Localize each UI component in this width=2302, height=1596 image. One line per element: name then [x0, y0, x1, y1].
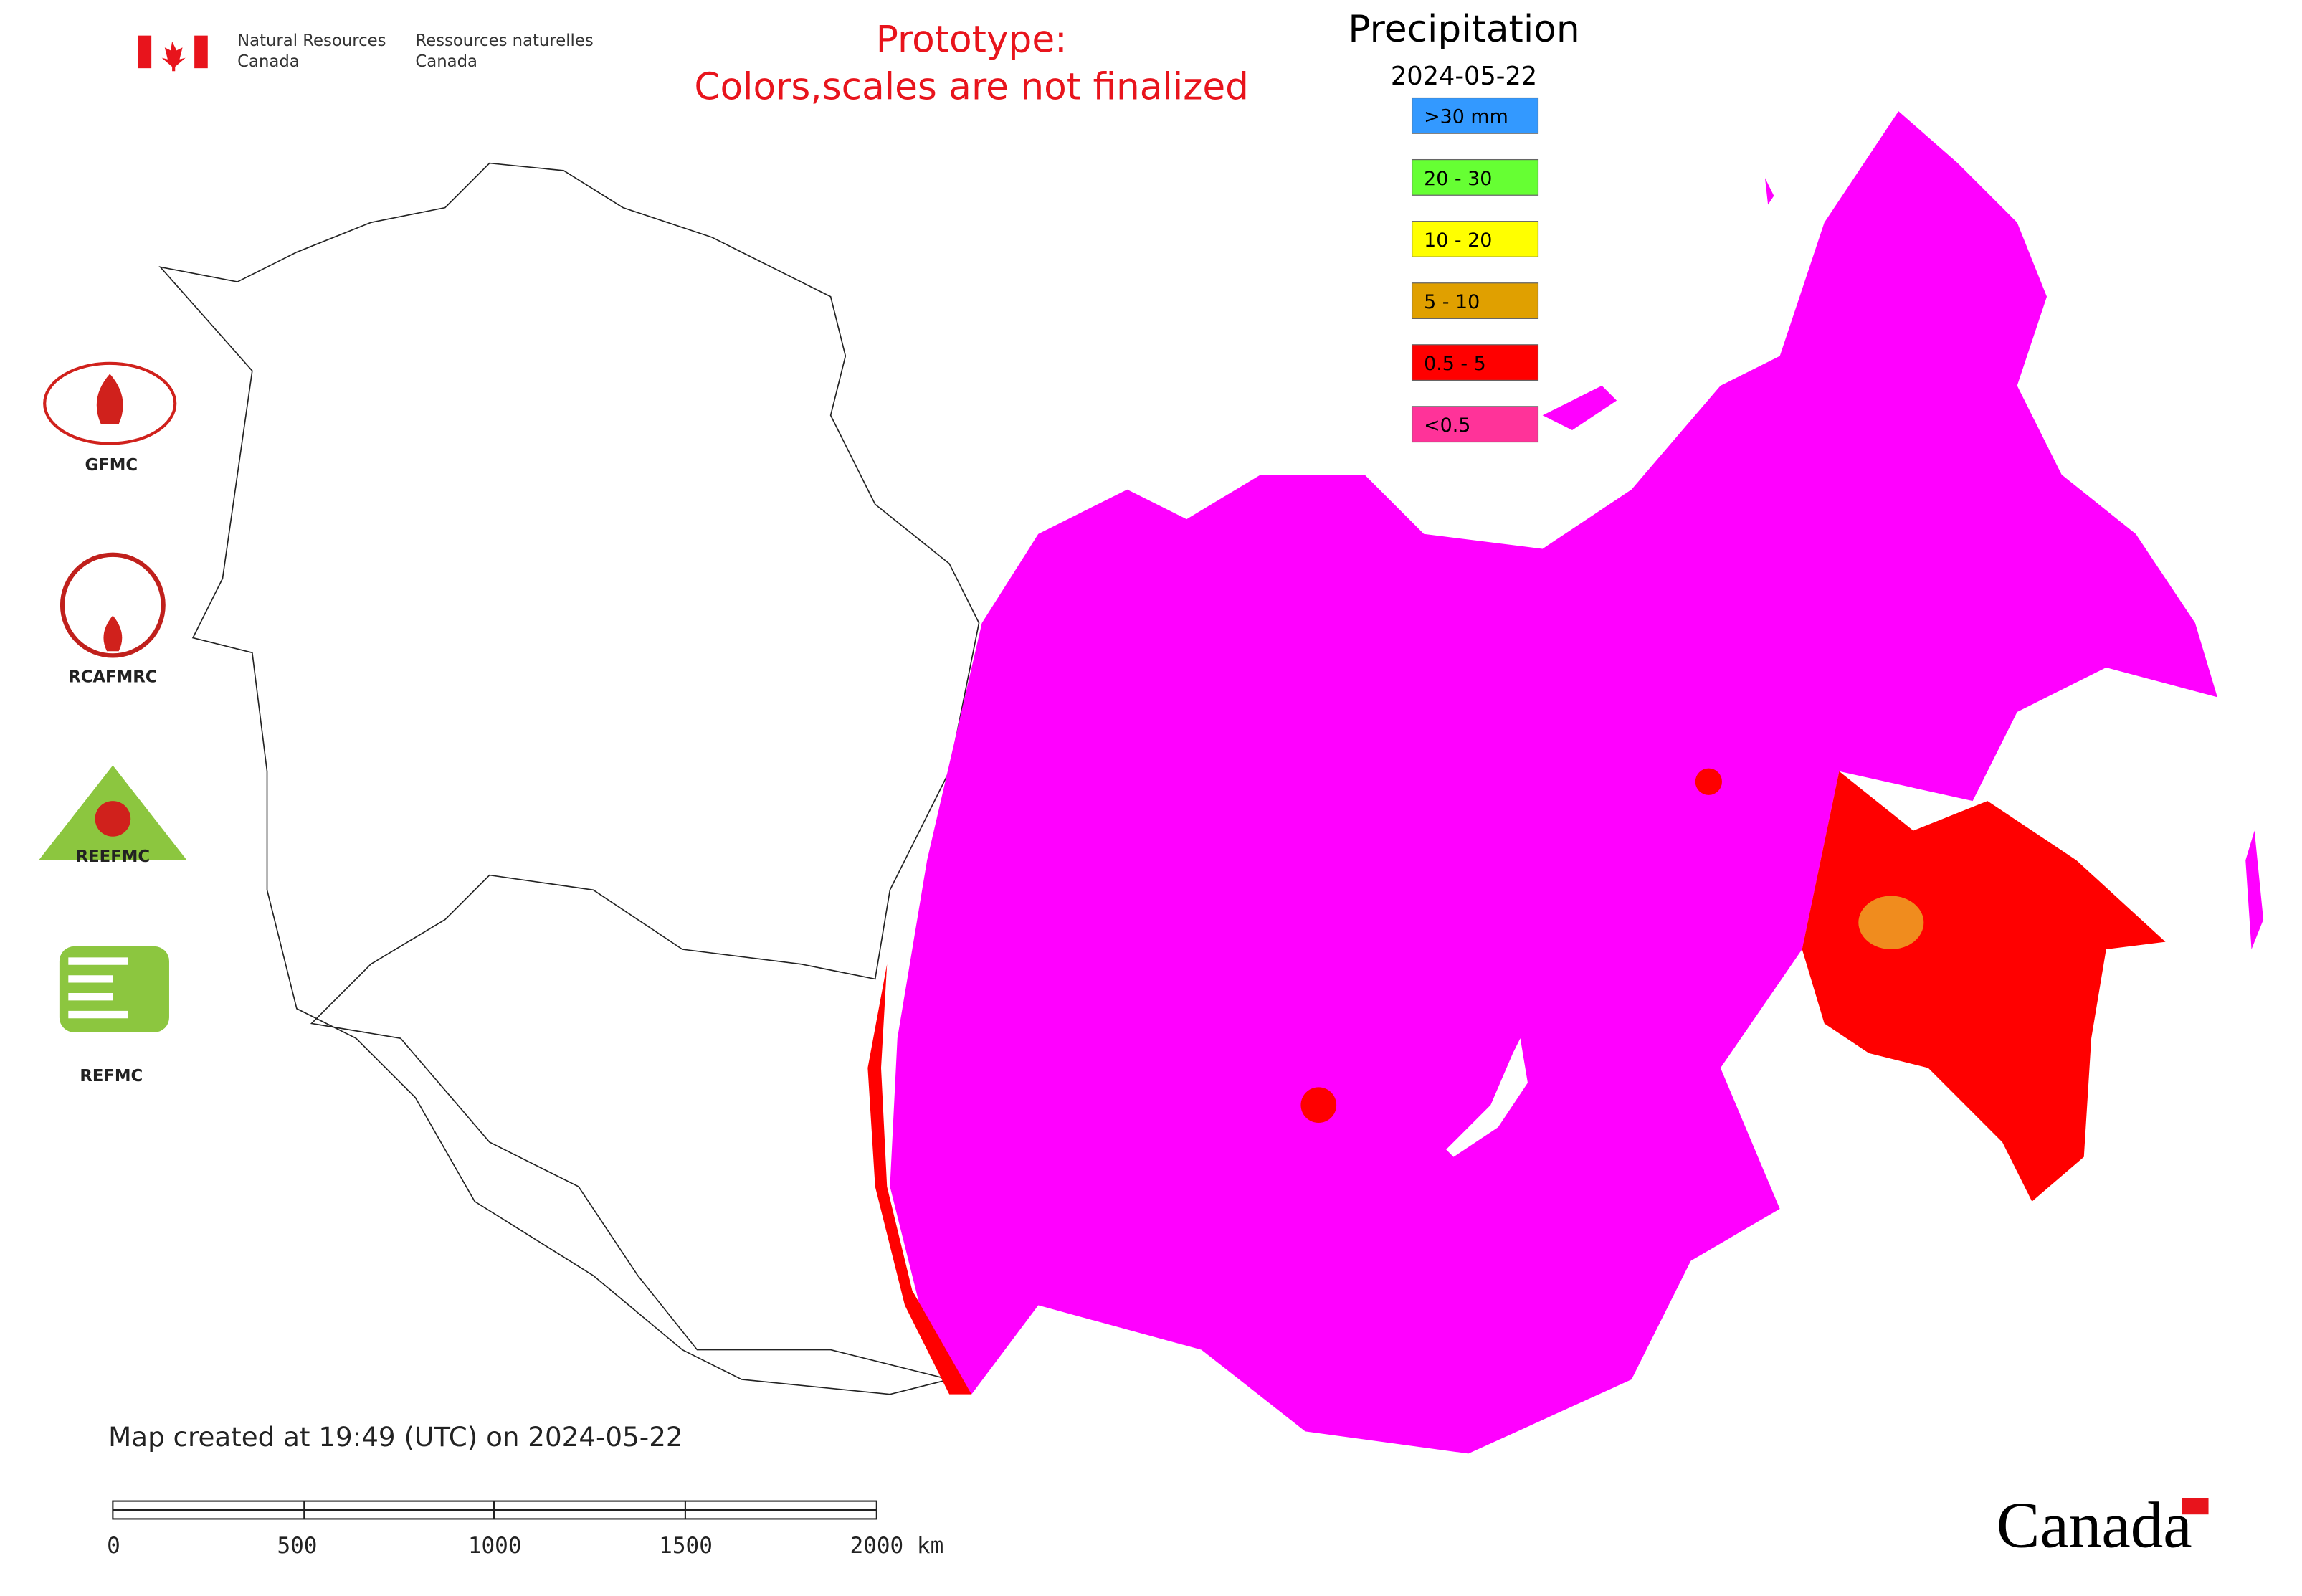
- notice: Prototype:: [876, 18, 1067, 61]
- reefmc-logo: [38, 765, 187, 860]
- org-label: GFMC: [85, 456, 138, 475]
- created-note: Map created at 19:49 (UTC) on 2024-05-22: [108, 1421, 682, 1453]
- legend-swatch: [1411, 221, 1539, 257]
- scale-label: 500: [277, 1533, 317, 1559]
- rcafmrc-logo: [60, 552, 166, 658]
- map: [158, 111, 2264, 1454]
- gfmc-logo: [43, 361, 177, 445]
- agency-en: Natural Resources: [237, 32, 386, 50]
- legend-label: 0.5 - 5: [1424, 353, 1486, 375]
- canada-flag: [138, 35, 208, 72]
- notice: Colors,scales are not finalized: [694, 66, 1249, 109]
- legend: >30 mm 20 - 30 10 - 20 5 - 10 0.5 - 5 <0.5: [1411, 97, 1539, 443]
- precip-0-5-5: [1802, 771, 2166, 1202]
- precip-0-5-5: [1695, 768, 1722, 795]
- legend-label: 20 - 30: [1424, 168, 1492, 190]
- legend-swatch: [1411, 97, 1539, 134]
- legend-swatch: [1411, 406, 1539, 443]
- precip-0-5-5: [1300, 1087, 1337, 1124]
- org-label: REEFMC: [76, 847, 150, 866]
- scale-label: 0: [107, 1533, 120, 1559]
- legend-swatch: [1411, 282, 1539, 319]
- wordmark-flag: [2182, 1498, 2209, 1515]
- scale-label: 1000: [468, 1533, 522, 1559]
- legend-date: 2024-05-22: [1391, 62, 1537, 91]
- scale-label: 1500: [659, 1533, 713, 1559]
- legend-label: 10 - 20: [1424, 229, 1492, 252]
- scale-bar: [112, 1500, 877, 1520]
- canada-wordmark: Canada: [1997, 1489, 2192, 1562]
- precip-0-5-5: [867, 964, 972, 1395]
- legend-label: 5 - 10: [1424, 291, 1480, 313]
- agency-fr: Ressources naturelles: [415, 32, 593, 50]
- scale-label: 2000 km: [850, 1533, 944, 1559]
- org-label: RCAFMRC: [68, 668, 157, 687]
- legend-swatch: [1411, 344, 1539, 381]
- agency-fr: Canada: [415, 52, 477, 71]
- country-outlines: [158, 162, 980, 1395]
- org-label: REFMC: [80, 1067, 143, 1086]
- lake-baikal: [1446, 1038, 1528, 1157]
- precip-5-10: [1858, 896, 1924, 950]
- legend-title: Precipitation: [1348, 8, 1579, 51]
- legend-label: >30 mm: [1424, 106, 1508, 128]
- agency-en: Canada: [237, 52, 300, 71]
- scale-labels: 0 500 1000 1500 2000 km: [107, 1533, 943, 1559]
- precip-low: [890, 111, 2217, 1454]
- legend-swatch: [1411, 158, 1539, 196]
- legend-label: <0.5: [1424, 414, 1470, 437]
- refmc-logo: [59, 946, 169, 1032]
